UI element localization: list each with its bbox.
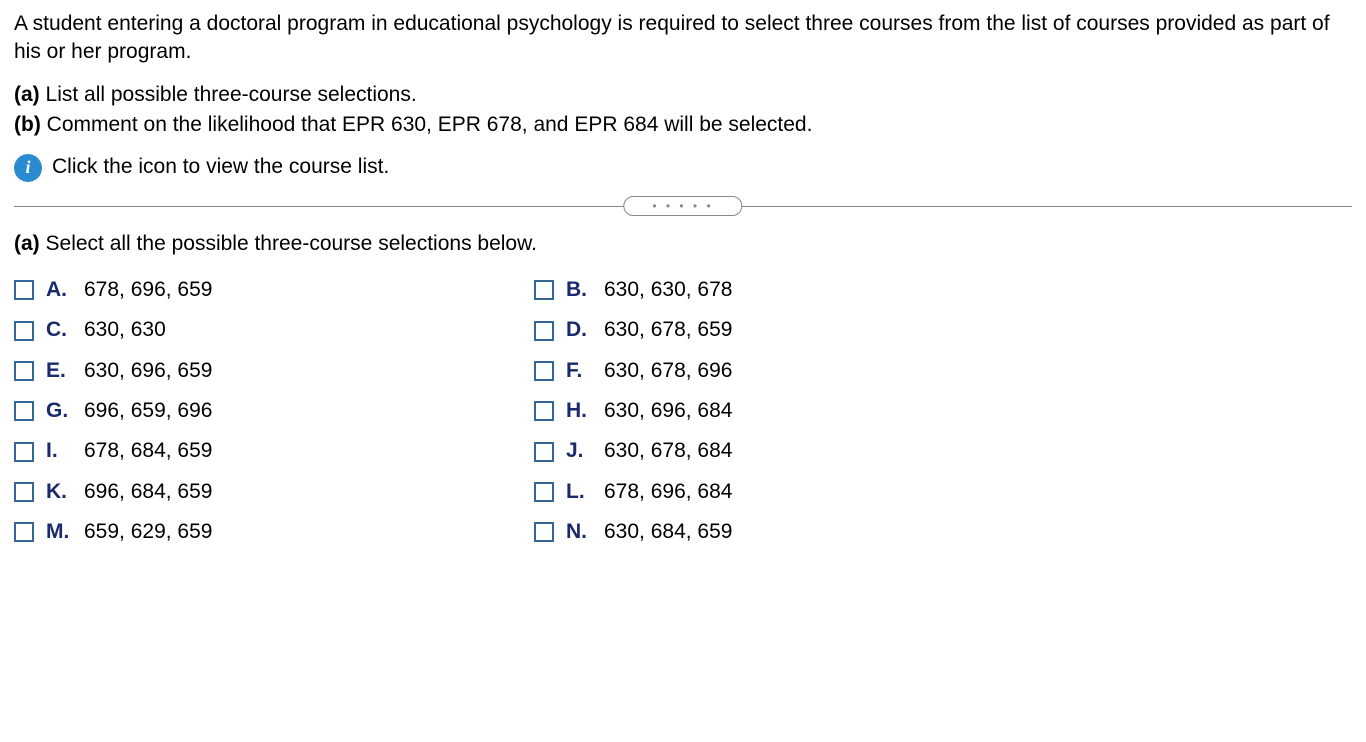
option-l: L. 678, 696, 684: [534, 478, 1014, 506]
option-f: F. 630, 678, 696: [534, 357, 1014, 385]
option-b: B. 630, 630, 678: [534, 276, 1014, 304]
option-n: N. 630, 684, 659: [534, 518, 1014, 546]
option-letter: H.: [566, 397, 592, 425]
option-letter: L.: [566, 478, 592, 506]
checkbox-m[interactable]: [14, 522, 34, 542]
option-text: 678, 684, 659: [84, 437, 212, 465]
checkbox-i[interactable]: [14, 442, 34, 462]
option-m: M. 659, 629, 659: [14, 518, 494, 546]
option-letter: M.: [46, 518, 72, 546]
checkbox-e[interactable]: [14, 361, 34, 381]
section-divider: • • • • •: [14, 196, 1352, 216]
option-text: 630, 678, 684: [604, 437, 732, 465]
option-c: C. 630, 630: [14, 316, 494, 344]
info-row: i Click the icon to view the course list…: [14, 153, 1352, 181]
checkbox-n[interactable]: [534, 522, 554, 542]
checkbox-h[interactable]: [534, 401, 554, 421]
option-a: A. 678, 696, 659: [14, 276, 494, 304]
option-text: 630, 678, 659: [604, 316, 732, 344]
option-letter: B.: [566, 276, 592, 304]
option-text: 678, 696, 684: [604, 478, 732, 506]
option-text: 659, 629, 659: [84, 518, 212, 546]
option-text: 630, 630: [84, 316, 166, 344]
option-letter: D.: [566, 316, 592, 344]
option-g: G. 696, 659, 696: [14, 397, 494, 425]
options-grid: A. 678, 696, 659 B. 630, 630, 678 C. 630…: [14, 276, 1014, 546]
instruction: (a) Select all the possible three-course…: [14, 230, 1352, 258]
instruction-text: Select all the possible three-course sel…: [46, 232, 537, 255]
part-b-text: Comment on the likelihood that EPR 630, …: [47, 113, 813, 136]
checkbox-a[interactable]: [14, 280, 34, 300]
info-text: Click the icon to view the course list.: [52, 153, 389, 181]
option-letter: E.: [46, 357, 72, 385]
info-icon[interactable]: i: [14, 154, 42, 182]
part-a: (a) List all possible three-course selec…: [14, 81, 1352, 109]
divider-expand-button[interactable]: • • • • •: [623, 196, 742, 216]
option-text: 630, 684, 659: [604, 518, 732, 546]
part-a-text: List all possible three-course selection…: [46, 83, 417, 106]
part-b: (b) Comment on the likelihood that EPR 6…: [14, 111, 1352, 139]
instruction-label: (a): [14, 232, 40, 255]
option-text: 630, 696, 659: [84, 357, 212, 385]
option-e: E. 630, 696, 659: [14, 357, 494, 385]
part-b-label: (b): [14, 113, 41, 136]
option-letter: N.: [566, 518, 592, 546]
checkbox-k[interactable]: [14, 482, 34, 502]
option-letter: G.: [46, 397, 72, 425]
option-h: H. 630, 696, 684: [534, 397, 1014, 425]
option-letter: J.: [566, 437, 592, 465]
checkbox-g[interactable]: [14, 401, 34, 421]
option-text: 630, 696, 684: [604, 397, 732, 425]
checkbox-d[interactable]: [534, 321, 554, 341]
option-letter: I.: [46, 437, 72, 465]
checkbox-j[interactable]: [534, 442, 554, 462]
option-k: K. 696, 684, 659: [14, 478, 494, 506]
checkbox-c[interactable]: [14, 321, 34, 341]
option-text: 696, 659, 696: [84, 397, 212, 425]
option-i: I. 678, 684, 659: [14, 437, 494, 465]
option-j: J. 630, 678, 684: [534, 437, 1014, 465]
option-text: 630, 678, 696: [604, 357, 732, 385]
option-text: 696, 684, 659: [84, 478, 212, 506]
checkbox-l[interactable]: [534, 482, 554, 502]
option-letter: F.: [566, 357, 592, 385]
option-text: 630, 630, 678: [604, 276, 732, 304]
part-a-label: (a): [14, 83, 40, 106]
problem-intro: A student entering a doctoral program in…: [14, 10, 1352, 67]
option-text: 678, 696, 659: [84, 276, 212, 304]
checkbox-b[interactable]: [534, 280, 554, 300]
option-letter: K.: [46, 478, 72, 506]
option-d: D. 630, 678, 659: [534, 316, 1014, 344]
option-letter: A.: [46, 276, 72, 304]
checkbox-f[interactable]: [534, 361, 554, 381]
problem-parts: (a) List all possible three-course selec…: [14, 81, 1352, 140]
option-letter: C.: [46, 316, 72, 344]
